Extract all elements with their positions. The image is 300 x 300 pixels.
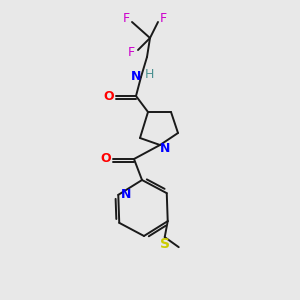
Text: N: N [160, 142, 170, 154]
Text: O: O [101, 152, 111, 166]
Text: N: N [121, 188, 131, 201]
Text: N: N [131, 70, 141, 83]
Text: F: F [122, 13, 130, 26]
Text: F: F [128, 46, 135, 59]
Text: O: O [104, 89, 114, 103]
Text: F: F [159, 13, 167, 26]
Text: H: H [144, 68, 154, 80]
Text: S: S [160, 237, 170, 251]
